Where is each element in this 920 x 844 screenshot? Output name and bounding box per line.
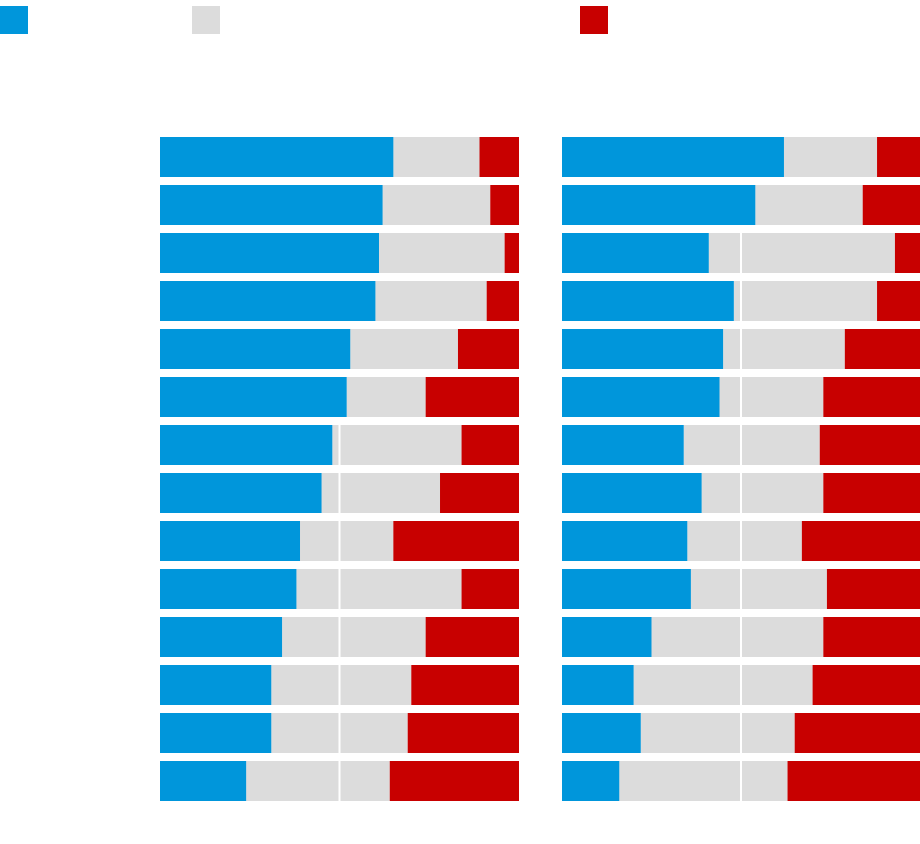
bar-segment xyxy=(562,617,652,657)
bar-segment xyxy=(160,137,394,177)
bar-segment xyxy=(160,521,301,561)
bar-segment xyxy=(425,617,519,657)
bar-segment xyxy=(300,521,394,561)
bar-segment xyxy=(389,761,519,801)
bar-segment xyxy=(619,761,788,801)
bar-segment xyxy=(562,377,720,417)
bar-segment xyxy=(504,233,519,273)
bar-segment xyxy=(457,329,519,369)
bar-segment xyxy=(382,185,491,225)
bar-segment xyxy=(877,137,920,177)
bar-segment xyxy=(425,377,519,417)
bar-segment xyxy=(651,617,824,657)
bar-segment xyxy=(160,425,333,465)
bar-segment xyxy=(562,137,784,177)
bar-segment xyxy=(787,761,920,801)
bar-segment xyxy=(160,761,247,801)
bar-segment xyxy=(375,281,487,321)
bar-segment xyxy=(160,377,347,417)
bar-segment xyxy=(562,569,691,609)
bar-segment xyxy=(160,185,383,225)
bar-segment xyxy=(562,473,702,513)
bar-segment xyxy=(562,713,641,753)
bar-segment xyxy=(562,329,724,369)
bar-segment xyxy=(479,137,519,177)
bar-segment xyxy=(633,665,813,705)
bar-segment xyxy=(378,233,505,273)
bar-segment xyxy=(723,329,845,369)
bar-segment xyxy=(440,473,519,513)
bar-segment xyxy=(812,665,920,705)
bar-segment xyxy=(461,569,519,609)
bar-segment xyxy=(411,665,519,705)
bar-segment xyxy=(562,425,684,465)
bar-segment xyxy=(562,761,620,801)
bar-segment xyxy=(826,569,920,609)
bar-segment xyxy=(823,617,920,657)
bar-segment xyxy=(877,281,920,321)
bar-segment xyxy=(701,473,824,513)
bar-segment xyxy=(819,425,920,465)
bar-segment xyxy=(461,425,519,465)
bar-segment xyxy=(332,425,462,465)
bar-segment xyxy=(160,665,272,705)
bar-segment xyxy=(490,185,519,225)
bar-segment xyxy=(562,281,734,321)
bar-segment xyxy=(160,233,379,273)
legend-swatch xyxy=(192,6,220,34)
bar-segment xyxy=(690,569,827,609)
bar-segment xyxy=(246,761,390,801)
bar-segment xyxy=(160,713,272,753)
bar-segment xyxy=(160,329,351,369)
bar-segment xyxy=(794,713,920,753)
bar-segment xyxy=(350,329,458,369)
bar-segment xyxy=(783,137,878,177)
bar-segment xyxy=(862,185,920,225)
bar-segment xyxy=(844,329,920,369)
bar-segment xyxy=(562,185,756,225)
bar-segment xyxy=(733,281,878,321)
bar-segment xyxy=(801,521,920,561)
bar-segment xyxy=(393,137,480,177)
bar-segment xyxy=(719,377,824,417)
legend-swatch xyxy=(580,6,608,34)
bar-segment xyxy=(160,617,283,657)
bar-segment xyxy=(160,281,376,321)
bar-segment xyxy=(687,521,802,561)
bar-segment xyxy=(271,665,412,705)
bar-segment xyxy=(296,569,462,609)
bar-segment xyxy=(407,713,519,753)
bar-segment xyxy=(282,617,426,657)
bar-segment xyxy=(346,377,426,417)
bar-segment xyxy=(640,713,795,753)
bar-segment xyxy=(393,521,519,561)
bar-segment xyxy=(708,233,895,273)
bar-segment xyxy=(823,473,920,513)
bar-segment xyxy=(562,521,688,561)
bar-segment xyxy=(755,185,863,225)
bar-segment xyxy=(321,473,441,513)
bar-segment xyxy=(894,233,920,273)
bar-segment xyxy=(562,665,634,705)
bar-segment xyxy=(823,377,920,417)
bar-segment xyxy=(160,569,297,609)
bar-segment xyxy=(160,473,322,513)
bar-segment xyxy=(683,425,820,465)
legend-swatch xyxy=(0,6,28,34)
bar-segment xyxy=(562,233,709,273)
bar-segment xyxy=(486,281,519,321)
